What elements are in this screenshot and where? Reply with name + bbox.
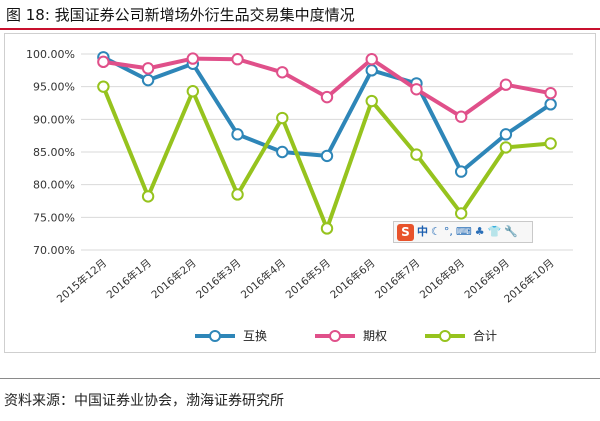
moon-icon[interactable]: ☾ (431, 225, 441, 238)
x-tick-label: 2016年2月 (149, 256, 199, 301)
x-tick-label: 2016年7月 (372, 256, 422, 301)
ime-toolbar[interactable]: S 中 ☾ °, ⌨ ♣ 👕 🔧 (393, 221, 533, 243)
x-tick-label: 2016年4月 (238, 256, 288, 301)
series-line (103, 56, 552, 119)
data-point (365, 53, 378, 66)
y-tick-label: 100.00% (26, 48, 75, 61)
x-tick-label: 2015年12月 (54, 256, 109, 305)
data-point (97, 80, 110, 93)
data-point (231, 128, 244, 141)
data-point (365, 64, 378, 77)
data-point (544, 87, 557, 100)
y-tick-label: 70.00% (33, 244, 75, 257)
data-point (141, 190, 155, 203)
data-point (320, 90, 334, 104)
x-tick-label: 2016年3月 (193, 256, 243, 301)
data-point (544, 98, 557, 111)
y-tick-label: 90.00% (33, 113, 75, 126)
punctuation-icon[interactable]: °, (443, 225, 453, 238)
shirt-icon[interactable]: 👕 (487, 225, 502, 238)
data-point (499, 128, 513, 141)
data-point (276, 66, 289, 79)
data-point (320, 149, 334, 163)
legend-marker (439, 330, 451, 342)
x-tick-label: 2016年1月 (104, 256, 154, 301)
legend-label: 互换 (243, 329, 267, 343)
data-point (499, 141, 513, 154)
data-point (186, 52, 200, 65)
data-point (141, 73, 155, 87)
y-tick-label: 80.00% (33, 179, 75, 192)
sogou-logo-icon[interactable]: S (397, 223, 414, 241)
legend-label: 期权 (363, 329, 387, 343)
source-divider (0, 378, 600, 379)
line-chart: 100.00% 95.00% 90.00% 85.00% 80.00% 75.00% 70.… (26, 48, 573, 343)
y-tick-label: 75.00% (33, 211, 75, 224)
data-point (231, 53, 244, 66)
keyboard-icon[interactable]: ⌨ (455, 225, 472, 238)
skin-icon[interactable]: ♣ (474, 225, 485, 238)
data-point (410, 83, 423, 96)
data-point (320, 222, 334, 235)
title-divider (0, 28, 600, 30)
chart-frame: 100.00% 95.00% 90.00% 85.00% 80.00% 75.00% 70.… (4, 33, 596, 353)
x-tick-label: 2016年6月 (328, 256, 378, 301)
data-point (365, 94, 378, 108)
y-tick-label: 95.00% (33, 81, 75, 94)
legend-label: 合计 (473, 328, 497, 343)
legend-marker (209, 330, 221, 342)
figure-title: 图 18: 我国证券公司新增场外衍生品交易集中度情况 (6, 6, 355, 24)
data-point (410, 148, 423, 161)
data-point (544, 137, 557, 150)
ime-language-toggle[interactable]: 中 (417, 225, 428, 238)
data-point (97, 55, 110, 69)
data-point (186, 85, 200, 98)
data-point (454, 165, 468, 178)
data-point (276, 111, 289, 125)
data-point (454, 110, 468, 123)
wrench-icon[interactable]: 🔧 (504, 225, 519, 238)
data-point (454, 207, 468, 220)
x-tick-label: 2016年8月 (417, 256, 467, 301)
source-note: 资料来源：中国证券业协会，渤海证券研究所 (4, 393, 284, 409)
data-point (141, 62, 155, 75)
data-point (231, 188, 244, 201)
data-point (276, 145, 289, 159)
data-point (499, 78, 513, 91)
legend-marker (329, 330, 341, 342)
x-tick-label: 2016年5月 (283, 256, 333, 301)
y-tick-label: 85.00% (33, 146, 75, 159)
